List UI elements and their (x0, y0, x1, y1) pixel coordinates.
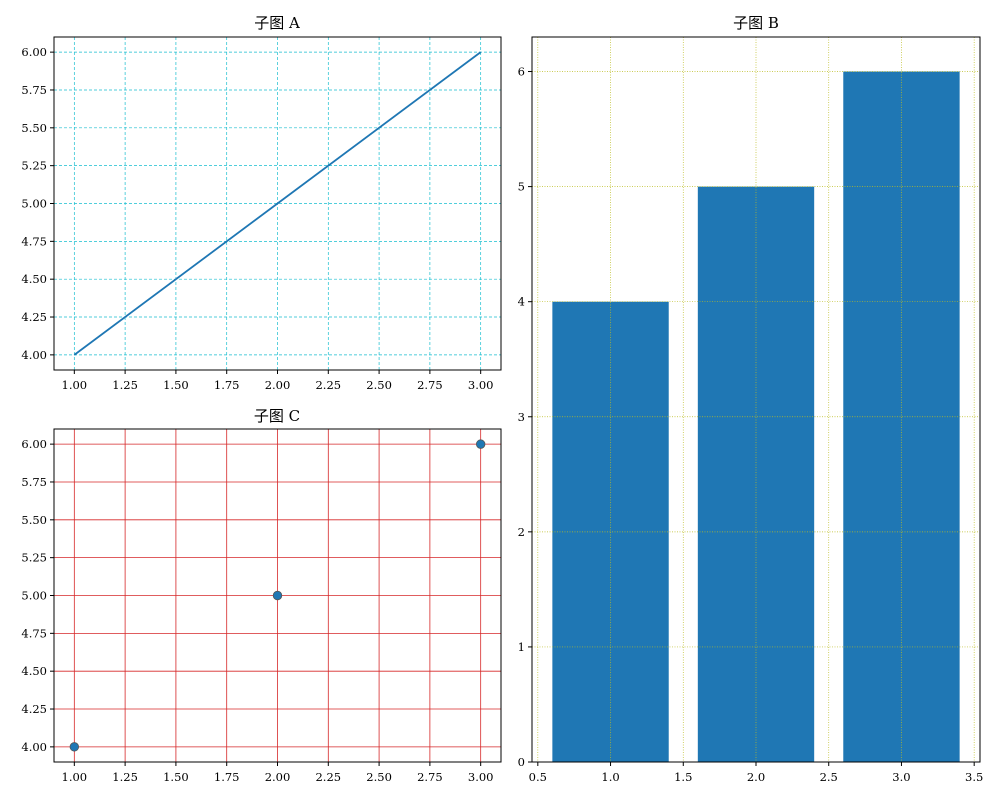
subplot-a-y-tick-label: 4.25 (21, 310, 47, 324)
subplot-b-x-tick-label: 0.5 (529, 770, 547, 784)
subplot-c-scatter-point (69, 742, 80, 752)
subplot-b-x-tick-label: 2.5 (820, 770, 838, 784)
subplot-b-x-ticks: 0.5 1.0 1.5 2.0 2.5 3.0 3.5 (529, 762, 983, 784)
subplot-c-x-ticks: 1.00 1.25 1.50 1.75 2.00 2.25 2.50 2.75 3.00 (62, 762, 494, 784)
subplot-a-x-tick-label: 1.00 (62, 378, 88, 392)
subplot-a-y-tick-label: 4.00 (21, 348, 47, 362)
subplot-a-x-tick-label: 1.50 (163, 378, 189, 392)
subplot-a-y-tick-label: 4.50 (21, 272, 47, 286)
subplot-a-x-tick-label: 1.75 (214, 378, 240, 392)
subplot-c-y-tick-label: 4.00 (21, 740, 47, 754)
subplot-a-grid (54, 37, 501, 370)
subplot-b-x-tick-label: 1.0 (601, 770, 619, 784)
subplot-a-series-line (73, 51, 482, 356)
subplot-b-x-tick-label: 1.5 (674, 770, 692, 784)
subplot-b-y-tick-label: 6 (518, 65, 525, 79)
subplot-c-x-tick-label: 3.00 (468, 770, 494, 784)
subplot-a-x-tick-label: 2.25 (315, 378, 341, 392)
subplot-c-x-tick-label: 1.00 (62, 770, 88, 784)
subplot-b-y-tick-label: 3 (518, 410, 525, 424)
subplot-c-x-tick-label: 2.00 (265, 770, 291, 784)
subplot-c: 子图 C 1.00 1.25 1.50 1.75 2.00 2.25 2.50 2.75 3.0… (21, 407, 502, 784)
subplot-b-y-tick-label: 0 (518, 755, 525, 769)
subplot-a-y-ticks: 4.00 4.25 4.50 4.75 5.00 5.25 5.50 5.75 6.00 (21, 45, 54, 362)
subplot-a-x-tick-label: 1.25 (112, 378, 138, 392)
subplot-c-grid (54, 429, 501, 762)
subplot-b-grid (532, 37, 980, 763)
subplot-c-scatter-point (272, 590, 283, 601)
subplot-a-y-tick-label: 5.25 (21, 159, 47, 173)
subplot-a-x-tick-label: 2.75 (417, 378, 443, 392)
subplot-a: 子图 A 1.00 1.25 1.50 1.75 2.00 2.25 2.50 2.75 3.0… (21, 14, 502, 392)
subplot-c-y-tick-label: 4.75 (21, 626, 47, 640)
subplot-a-x-tick-label: 2.00 (265, 378, 291, 392)
subplot-a-y-tick-label: 6.00 (21, 45, 47, 59)
subplot-a-title: 子图 A (254, 14, 300, 32)
subplot-c-x-tick-label: 2.75 (417, 770, 443, 784)
subplot-c-y-tick-label: 5.50 (21, 513, 47, 527)
subplot-c-y-tick-label: 5.25 (21, 551, 47, 565)
subplot-b-title: 子图 B (733, 14, 779, 32)
subplot-c-x-tick-label: 1.25 (112, 770, 138, 784)
subplot-b-y-tick-label: 4 (518, 295, 525, 309)
subplot-c-title: 子图 C (254, 407, 300, 425)
subplot-b-x-tick-label: 3.0 (892, 770, 910, 784)
subplot-c-marks (69, 439, 486, 752)
subplot-c-y-tick-label: 5.75 (21, 475, 47, 489)
subplot-c-y-ticks: 4.00 4.25 4.50 4.75 5.00 5.25 5.50 5.75 6.00 (21, 437, 54, 754)
subplot-b-y-tick-label: 5 (518, 180, 525, 194)
subplot-a-y-tick-label: 5.50 (21, 121, 47, 135)
subplot-c-y-tick-label: 4.25 (21, 702, 47, 716)
subplot-a-x-ticks: 1.00 1.25 1.50 1.75 2.00 2.25 2.50 2.75 3.00 (62, 370, 494, 392)
subplot-b-y-tick-label: 1 (518, 640, 525, 654)
subplot-a-x-tick-label: 2.50 (366, 378, 392, 392)
subplot-a-y-tick-label: 5.00 (21, 197, 47, 211)
subplot-c-x-tick-label: 2.50 (366, 770, 392, 784)
subplot-b-x-tick-label: 3.5 (965, 770, 983, 784)
subplot-c-y-tick-label: 6.00 (21, 437, 47, 451)
subplot-c-y-tick-label: 5.00 (21, 589, 47, 603)
subplot-b: 子图 B 0.5 1.0 1.5 2.0 2.5 3.0 3.5 0 1 2 3 4 5 6 (518, 14, 984, 784)
subplot-c-y-tick-label: 4.50 (21, 664, 47, 678)
subplot-b-y-ticks: 0 1 2 3 4 5 6 (518, 65, 532, 769)
subplot-c-x-tick-label: 2.25 (315, 770, 341, 784)
subplot-c-scatter-point (475, 439, 486, 449)
subplot-a-y-tick-label: 5.75 (21, 83, 47, 97)
subplot-a-x-tick-label: 3.00 (468, 378, 494, 392)
subplot-a-y-tick-label: 4.75 (21, 234, 47, 248)
subplot-b-y-tick-label: 2 (518, 525, 525, 539)
subplot-b-x-tick-label: 2.0 (747, 770, 765, 784)
subplot-c-x-tick-label: 1.50 (163, 770, 189, 784)
subplot-a-marks (73, 51, 482, 356)
subplot-c-x-tick-label: 1.75 (214, 770, 240, 784)
